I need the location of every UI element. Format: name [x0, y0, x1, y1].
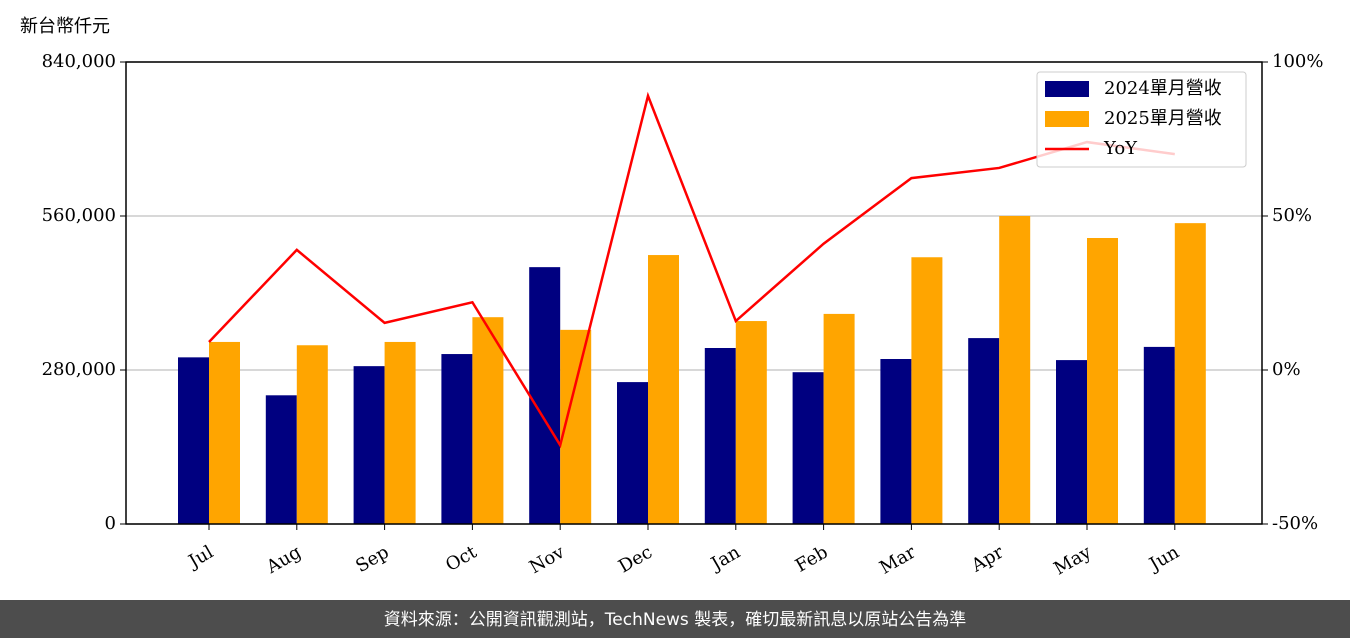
bar — [472, 317, 504, 524]
legend-label: 2024單月營收 — [1104, 78, 1222, 99]
x-tick-label: Sep — [352, 542, 392, 577]
legend-swatch — [1045, 111, 1089, 127]
bar — [296, 345, 328, 524]
x-tick-label: Dec — [615, 542, 656, 578]
x-tick-label: Aug — [262, 542, 305, 579]
x-tick-label: Nov — [526, 541, 569, 578]
bar — [265, 395, 297, 524]
y2-tick-label: 100% — [1272, 51, 1323, 72]
bar — [353, 366, 385, 524]
footer: 資料來源：公開資訊觀測站，TechNews 製表，確切最新訊息以原站公告為準 — [384, 610, 966, 630]
bar — [968, 338, 1000, 524]
y-tick-label: 840,000 — [42, 51, 116, 72]
y-tick-label: 560,000 — [42, 205, 116, 226]
y2-tick-label: -50% — [1272, 513, 1318, 534]
x-tick-label: Jun — [1144, 541, 1183, 576]
bar — [1056, 360, 1087, 524]
bar — [792, 372, 824, 524]
legend-label: YoY — [1103, 138, 1138, 159]
plot-frame — [125, 61, 1263, 525]
bar — [1087, 238, 1118, 524]
legend-box — [1036, 71, 1247, 168]
bar — [178, 357, 209, 524]
y-tick-label: 0 — [105, 513, 116, 534]
bar — [648, 255, 679, 525]
bar — [911, 257, 943, 524]
y2-tick-label: 0% — [1272, 359, 1301, 380]
x-tick-label: Jul — [183, 542, 217, 574]
bar — [384, 341, 416, 524]
bar — [823, 313, 855, 524]
bar — [735, 321, 767, 524]
bar — [209, 341, 240, 524]
legend-label: 2025單月營收 — [1104, 108, 1222, 129]
bar — [704, 348, 736, 524]
legend-swatch — [1045, 81, 1089, 97]
footer-band — [0, 600, 1350, 638]
x-tick-label: Jan — [706, 541, 744, 575]
x-tick-label: May — [1050, 541, 1095, 579]
line — [208, 91, 1175, 449]
x-tick-label: Feb — [792, 542, 832, 577]
bar — [1174, 223, 1206, 524]
x-tick-label: Oct — [442, 541, 481, 576]
bar — [529, 267, 561, 524]
bar — [1143, 346, 1175, 524]
unit-label: 新台幣仟元 — [20, 16, 110, 37]
bar — [441, 354, 473, 524]
bar — [617, 382, 648, 524]
y2-tick-label: 50% — [1272, 205, 1312, 226]
y-tick-label: 280,000 — [42, 359, 116, 380]
bar — [999, 216, 1031, 524]
bar — [880, 359, 912, 524]
x-tick-label: Apr — [967, 541, 1007, 576]
x-tick-label: Mar — [876, 541, 920, 578]
